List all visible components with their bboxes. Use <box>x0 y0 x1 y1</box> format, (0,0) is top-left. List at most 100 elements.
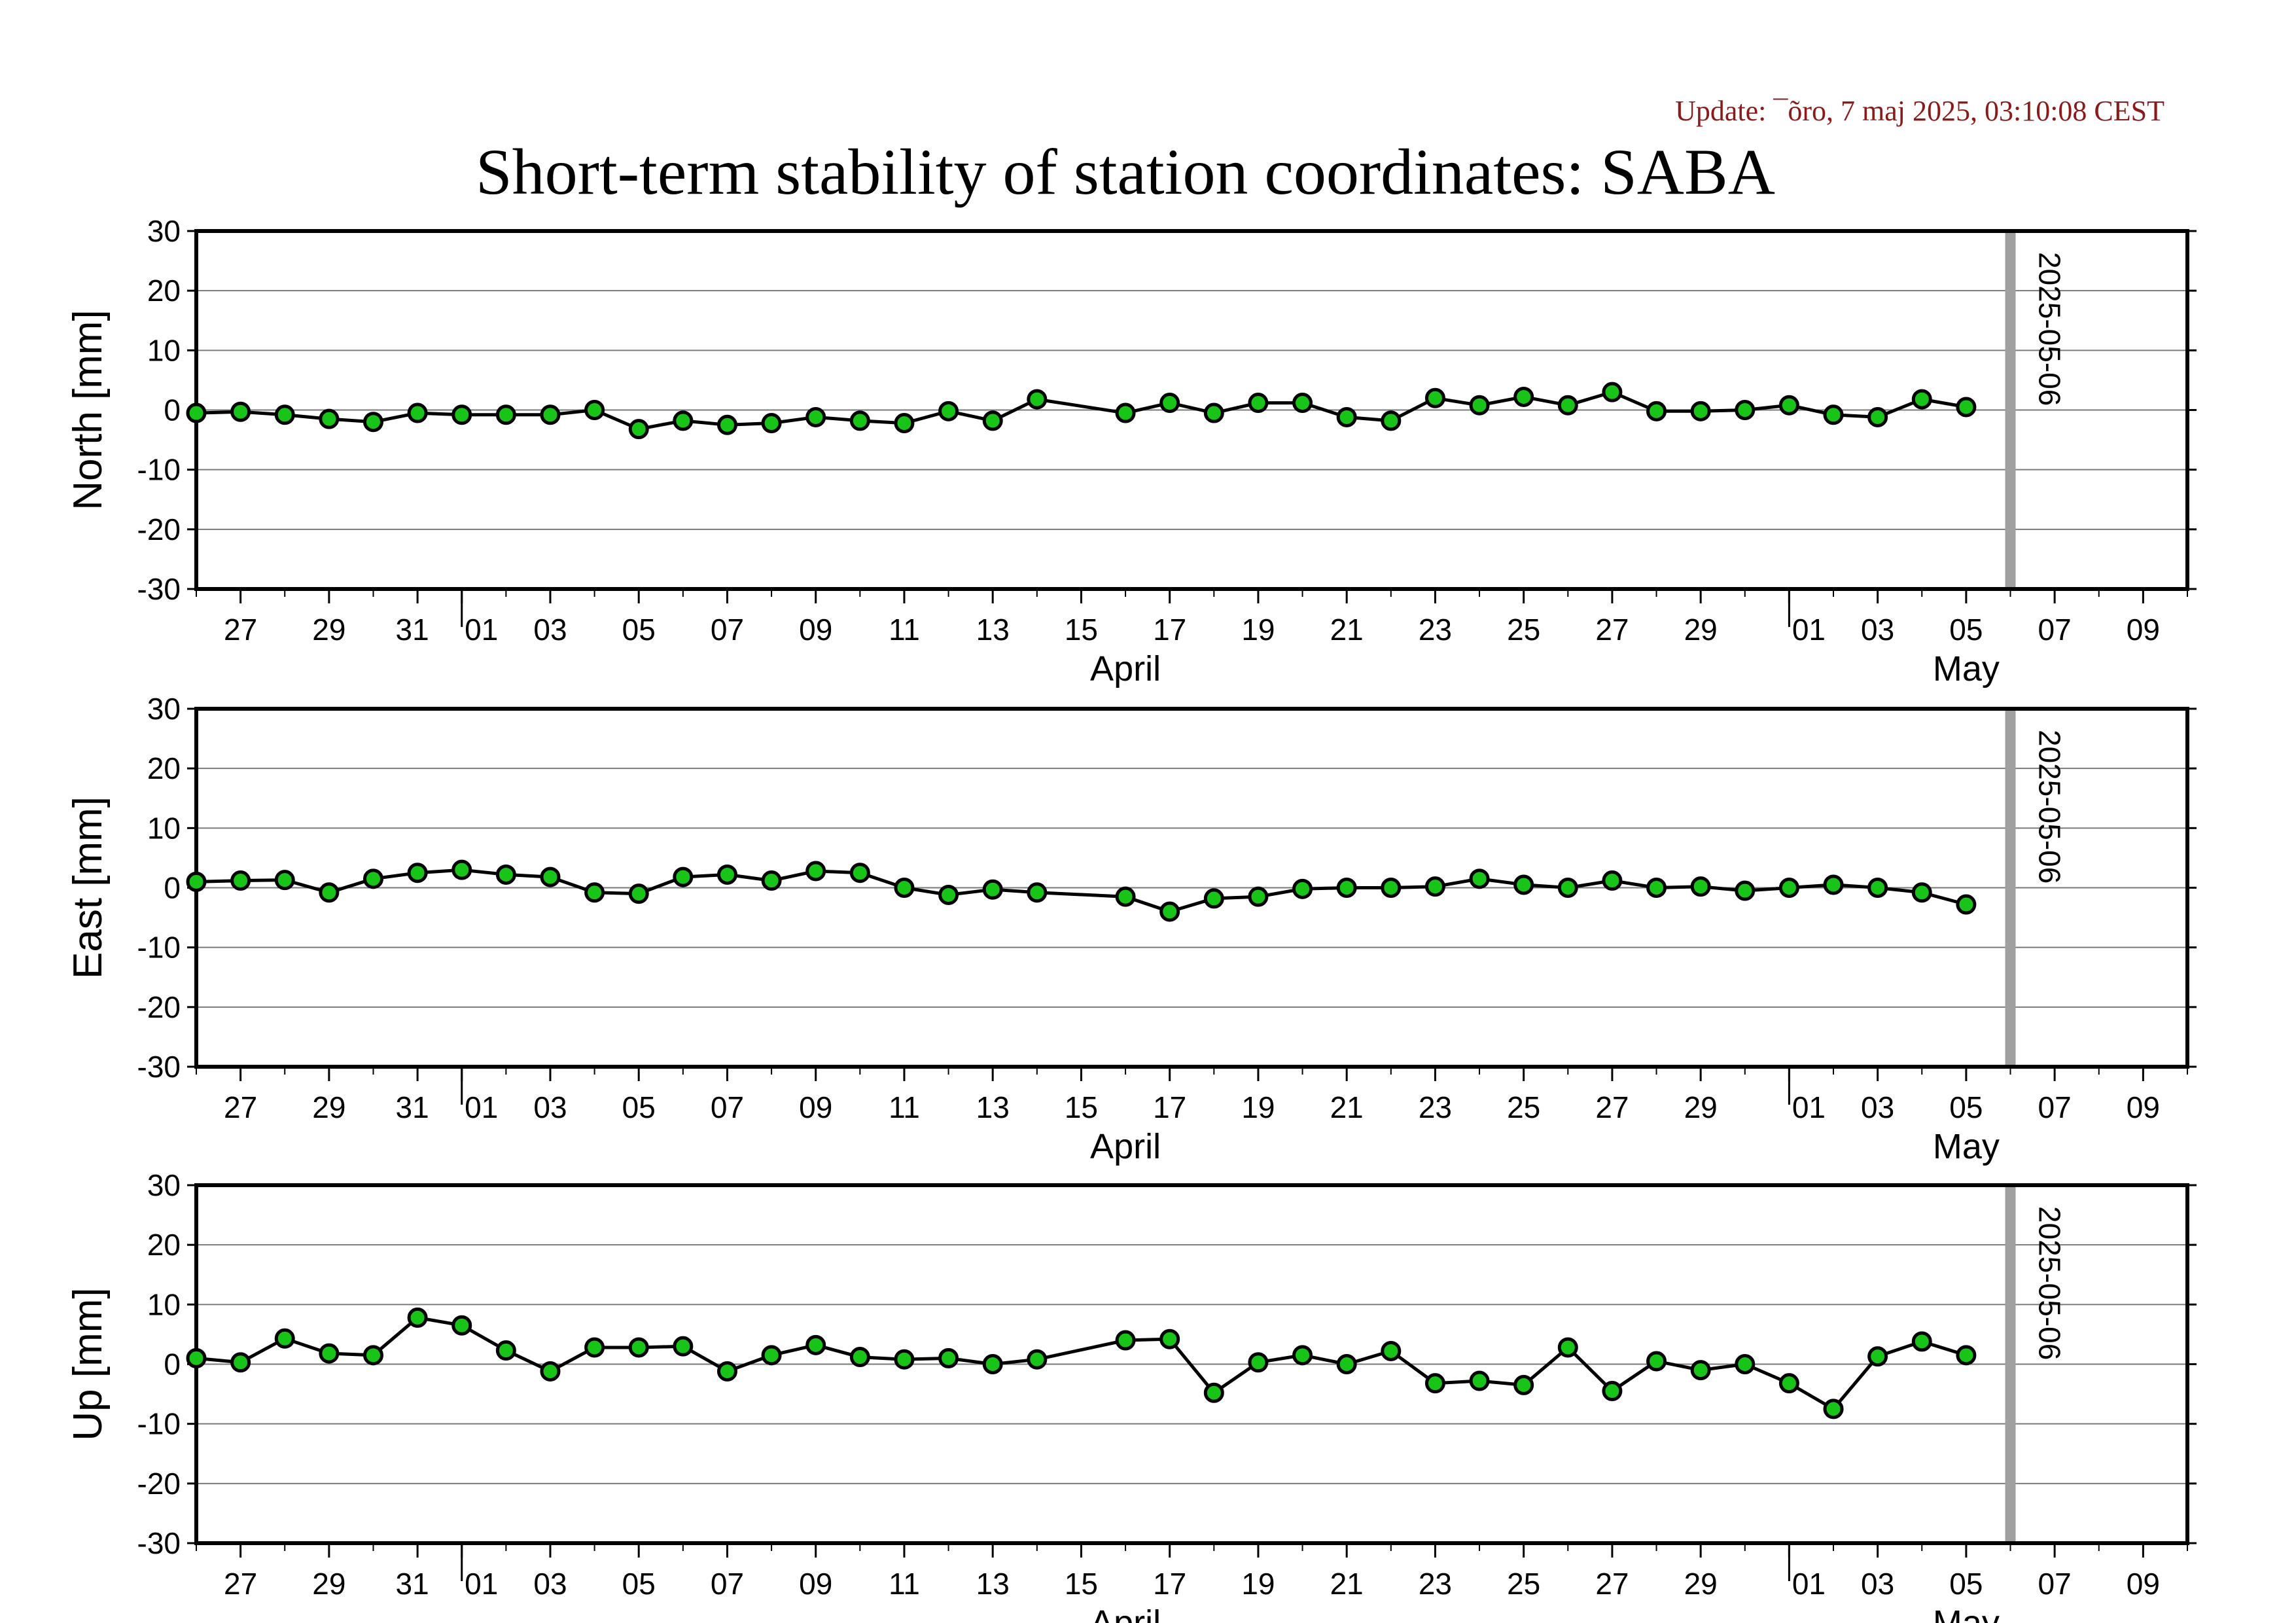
x-tick-label: 09 <box>2127 613 2160 647</box>
y-tick-label: 0 <box>164 393 181 427</box>
x-tick-label: 27 <box>1595 1090 1629 1124</box>
x-tick-label: 07 <box>2038 613 2072 647</box>
x-tick-label: 29 <box>312 613 345 647</box>
panel-up: 30 20 10 0 -10 -20 -30 2025-05-06 27 29 31 01 03 05 07… <box>65 1168 2197 1623</box>
data-point <box>362 1345 383 1366</box>
x-tick-label: 03 <box>1861 1090 1894 1124</box>
x-tick-label: 01 <box>465 1567 498 1601</box>
data-point <box>761 413 782 434</box>
data-point <box>407 1307 428 1328</box>
data-point <box>1248 1352 1269 1373</box>
x-tick-label: 07 <box>711 1090 744 1124</box>
data-point <box>1159 901 1180 922</box>
data-point <box>1823 1399 1844 1419</box>
x-tick-label: 25 <box>1507 613 1540 647</box>
x-tick-label: 01 <box>1792 1090 1826 1124</box>
y-tick-label: 30 <box>147 692 181 726</box>
x-tick-label: 27 <box>224 613 257 647</box>
data-point <box>1911 882 1932 903</box>
x-tick-label: 01 <box>1792 1567 1826 1601</box>
series-line <box>196 868 1967 914</box>
data-point <box>1690 1360 1711 1381</box>
x-tick-label: 13 <box>976 1567 1010 1601</box>
data-point <box>1381 878 1402 898</box>
y-tick-label: 10 <box>147 811 181 845</box>
series-line <box>196 1315 1967 1412</box>
data-point <box>1646 878 1667 898</box>
month-label: April <box>1090 649 1161 688</box>
data-point <box>1778 395 1799 416</box>
x-tick-label: 05 <box>1949 613 1983 647</box>
data-point <box>1778 878 1799 898</box>
x-tick-label: 21 <box>1330 1090 1364 1124</box>
data-point <box>1159 1329 1180 1349</box>
x-tick-label: 21 <box>1330 613 1364 647</box>
x-tick-label: 29 <box>312 1090 345 1124</box>
data-point <box>1602 1381 1623 1402</box>
data-point <box>451 1315 472 1336</box>
data-point <box>805 861 826 882</box>
data-point <box>849 410 870 431</box>
data-point <box>1646 1351 1667 1372</box>
y-tick-label: -10 <box>137 453 181 487</box>
date-marker-label: 2025-05-06 <box>2033 1206 2067 1360</box>
data-point <box>716 414 737 435</box>
data-point <box>1292 1345 1313 1366</box>
data-point <box>1602 870 1623 891</box>
data-point <box>1336 1354 1357 1374</box>
data-point <box>1469 868 1490 889</box>
month-label: May <box>1933 1603 2000 1623</box>
data-point <box>451 404 472 425</box>
x-tick-label: 15 <box>1065 1090 1098 1124</box>
x-tick-label: 03 <box>533 1090 567 1124</box>
data-point <box>1203 1382 1224 1403</box>
data-point <box>495 404 516 425</box>
data-point <box>1735 1354 1756 1374</box>
x-tick-label: 29 <box>1684 613 1718 647</box>
data-point <box>1735 880 1756 901</box>
x-tick-label: 07 <box>2038 1567 2072 1601</box>
x-tick-label: 27 <box>224 1090 257 1124</box>
data-point <box>540 404 561 425</box>
data-point <box>1778 1373 1799 1394</box>
data-point <box>1735 400 1756 420</box>
data-point <box>982 410 1003 431</box>
data-point <box>1381 410 1402 431</box>
y-axis-title: North [mm] <box>65 310 111 510</box>
data-point <box>1690 401 1711 421</box>
x-tick-label: 19 <box>1241 1567 1275 1601</box>
data-point <box>805 406 826 427</box>
data-point <box>495 864 516 885</box>
x-tick-label: 15 <box>1065 613 1098 647</box>
x-tick-label: 09 <box>799 613 832 647</box>
data-point <box>584 1337 605 1358</box>
y-tick-label: -10 <box>137 1407 181 1441</box>
y-tick-label: 30 <box>147 214 181 248</box>
x-tick-label: 05 <box>1949 1567 1983 1601</box>
data-point <box>230 1352 251 1373</box>
data-point <box>761 870 782 891</box>
update-timestamp: Update: ¯õro, 7 maj 2025, 03:10:08 CEST <box>1675 95 2164 127</box>
month-label: April <box>1090 1127 1161 1166</box>
data-point <box>1203 402 1224 423</box>
y-tick-label: 10 <box>147 1287 181 1321</box>
data-point <box>319 1343 340 1364</box>
x-tick-label: 27 <box>1595 613 1629 647</box>
data-point <box>1911 1331 1932 1352</box>
data-point <box>849 863 870 883</box>
x-tick-label: 11 <box>889 1090 920 1124</box>
data-point <box>1690 876 1711 897</box>
data-point <box>1823 404 1844 425</box>
x-tick-label: 03 <box>533 613 567 647</box>
data-point <box>982 1354 1003 1374</box>
data-point <box>451 859 472 880</box>
y-tick-label: -10 <box>137 931 181 965</box>
y-tick-label: 10 <box>147 333 181 367</box>
data-point <box>982 879 1003 900</box>
x-tick-label: 29 <box>1684 1090 1718 1124</box>
month-label: May <box>1933 649 2000 688</box>
x-tick-label: 01 <box>465 613 498 647</box>
data-point <box>1381 1340 1402 1361</box>
y-tick-label: 30 <box>147 1168 181 1202</box>
y-tick-label: 0 <box>164 1347 181 1382</box>
